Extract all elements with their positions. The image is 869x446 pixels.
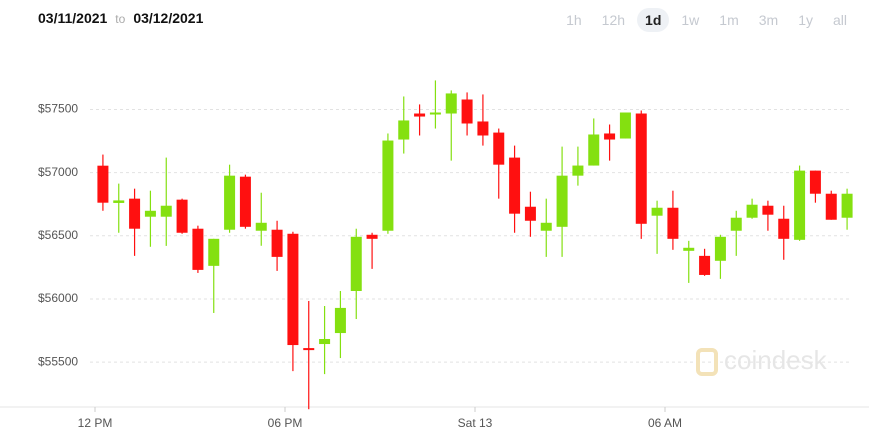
candle-body bbox=[714, 236, 726, 261]
watermark: coindesk bbox=[724, 345, 828, 375]
candle-body bbox=[97, 165, 109, 203]
from-date: 03/11/2021 bbox=[38, 10, 108, 26]
candle-body bbox=[271, 229, 283, 257]
candle-body bbox=[699, 255, 711, 275]
range-selector: 1h 12h 1d 1w 1m 3m 1y all bbox=[558, 8, 855, 32]
candle-body bbox=[683, 247, 695, 251]
candle-body bbox=[144, 210, 156, 217]
candle-body bbox=[540, 222, 552, 231]
range-button[interactable]: all bbox=[832, 12, 847, 28]
candle-body bbox=[572, 165, 584, 176]
candle-body bbox=[445, 93, 457, 114]
candle-body bbox=[319, 338, 331, 345]
candle-body bbox=[176, 199, 188, 233]
candle-body bbox=[113, 200, 125, 203]
range-button[interactable]: 1w bbox=[681, 12, 700, 28]
candle-body bbox=[556, 175, 568, 227]
range-button[interactable]: 1m bbox=[719, 12, 739, 28]
candle-body bbox=[809, 170, 821, 194]
candle-body bbox=[651, 207, 663, 216]
candle-body bbox=[382, 140, 394, 231]
candle-body bbox=[667, 207, 679, 239]
range-button[interactable]: 12h bbox=[601, 12, 626, 28]
candle-body bbox=[730, 217, 742, 231]
candle-body bbox=[524, 206, 536, 221]
candle-body bbox=[303, 348, 315, 351]
date-range: 03/11/2021 to 03/12/2021 bbox=[38, 10, 203, 26]
candle-body bbox=[477, 121, 489, 136]
candle-body bbox=[778, 218, 790, 239]
candle-body bbox=[794, 170, 806, 240]
candle-body bbox=[239, 176, 251, 227]
watermark-logo bbox=[696, 348, 718, 376]
to-date: 03/12/2021 bbox=[133, 10, 204, 26]
candle-body bbox=[762, 205, 774, 215]
candle-body bbox=[841, 193, 853, 218]
to-word: to bbox=[115, 12, 126, 26]
candle-body bbox=[160, 205, 172, 217]
candle-body bbox=[619, 112, 631, 139]
x-tick-label: 06 PM bbox=[268, 416, 303, 430]
candle-body bbox=[493, 132, 505, 165]
candle-body bbox=[224, 175, 236, 230]
y-tick-label: $56000 bbox=[38, 291, 78, 305]
candle-body bbox=[129, 198, 141, 229]
candle-body bbox=[746, 204, 758, 218]
x-tick-label: 12 PM bbox=[78, 416, 113, 430]
x-tick-label: 06 AM bbox=[648, 416, 682, 430]
y-tick-label: $57500 bbox=[38, 102, 78, 116]
x-tick-label: Sat 13 bbox=[458, 416, 493, 430]
range-button[interactable]: 3m bbox=[758, 12, 779, 28]
candle-body bbox=[414, 113, 426, 117]
range-button[interactable]: 1d bbox=[637, 8, 670, 32]
candle-body bbox=[208, 238, 220, 266]
candle-body bbox=[825, 193, 837, 220]
candle-body bbox=[334, 307, 346, 334]
candle-body bbox=[398, 120, 410, 140]
y-tick-label: $55500 bbox=[38, 354, 78, 368]
y-tick-label: $56500 bbox=[38, 228, 78, 242]
y-tick-label: $57000 bbox=[38, 165, 78, 179]
candle-body bbox=[509, 157, 521, 214]
candle-body bbox=[350, 236, 362, 291]
candle-body bbox=[255, 222, 267, 231]
candle-body bbox=[287, 233, 299, 346]
range-button[interactable]: 1y bbox=[798, 12, 813, 28]
candle-body bbox=[366, 234, 378, 239]
candle-body bbox=[429, 112, 441, 115]
candle-body bbox=[604, 133, 616, 140]
range-button[interactable]: 1h bbox=[566, 12, 582, 28]
candle-body bbox=[635, 113, 647, 224]
candle-body bbox=[588, 134, 600, 166]
candle-body bbox=[192, 228, 204, 270]
candle-body bbox=[461, 99, 473, 124]
